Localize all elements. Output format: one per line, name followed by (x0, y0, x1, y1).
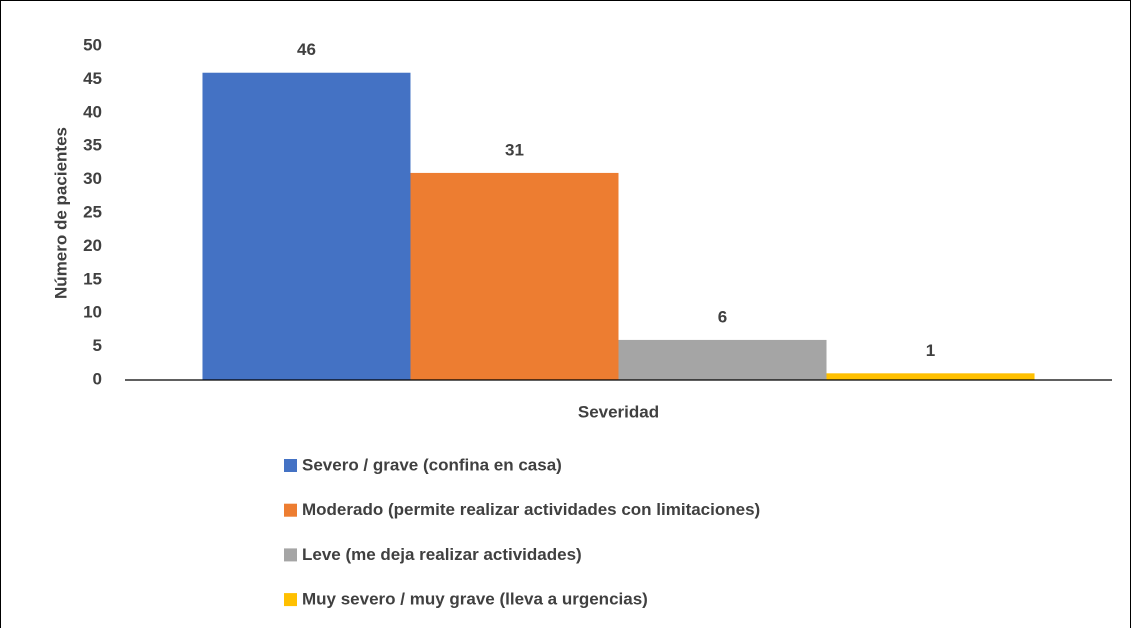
bar (202, 72, 411, 380)
legend-swatch (284, 593, 297, 607)
y-tick-label: 0 (93, 369, 102, 388)
y-tick-label: 5 (93, 336, 102, 355)
data-label: 46 (297, 40, 316, 59)
legend-label: Severo / grave (confina en casa) (302, 455, 562, 474)
legend-label: Moderado (permite realizar actividades c… (302, 500, 760, 519)
y-tick-label: 35 (83, 136, 102, 155)
legend-swatch (284, 548, 297, 562)
data-label: 31 (505, 140, 524, 159)
legend-swatch (284, 459, 297, 472)
x-tick-label: Severidad (578, 402, 659, 421)
bar (410, 172, 619, 380)
y-tick-label: 10 (83, 303, 102, 322)
legend-label: Leve (me deja realizar actividades) (302, 545, 582, 564)
y-tick-label: 40 (83, 102, 102, 121)
legend-swatch (284, 503, 297, 517)
bar (618, 339, 827, 380)
data-label: 6 (718, 307, 727, 326)
legend-label: Muy severo / muy grave (lleva a urgencia… (302, 590, 648, 609)
data-label: 1 (926, 341, 935, 360)
bar (826, 373, 1035, 380)
y-tick-label: 50 (83, 35, 102, 54)
y-tick-label: 30 (83, 169, 102, 188)
y-tick-label: 15 (83, 269, 102, 288)
y-tick-label: 45 (83, 69, 102, 88)
y-tick-label: 20 (83, 236, 102, 255)
y-axis-label: Número de pacientes (51, 127, 70, 299)
y-tick-label: 25 (83, 202, 102, 221)
